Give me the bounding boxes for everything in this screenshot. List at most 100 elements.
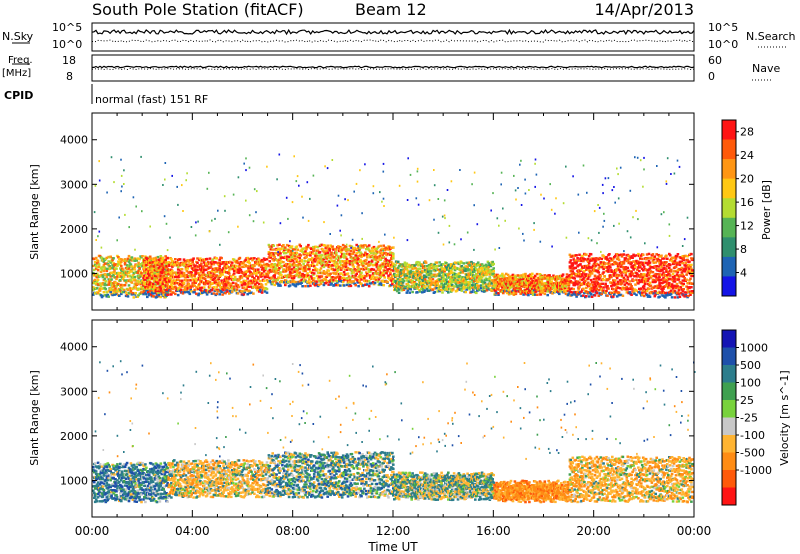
power-cell — [98, 254, 102, 258]
power-cell — [298, 271, 302, 274]
power-cell — [552, 286, 555, 290]
power-cell — [118, 274, 121, 277]
power-cell — [144, 276, 147, 279]
power-cell — [250, 272, 253, 276]
power-cell — [109, 255, 112, 258]
power-cell — [600, 257, 603, 261]
power-cell — [115, 291, 118, 294]
power-cell — [210, 289, 214, 292]
power-cell — [130, 256, 134, 259]
beam-label: Beam 12 — [355, 0, 427, 19]
power-cell — [94, 267, 98, 270]
power-cell — [172, 287, 175, 291]
power-cell — [311, 281, 314, 284]
power-cell — [139, 283, 142, 286]
power-cell — [270, 263, 274, 266]
power-cell — [292, 261, 296, 264]
power-cell — [108, 288, 111, 292]
power-cell — [451, 288, 455, 291]
power-cell — [274, 280, 277, 283]
power-cell — [117, 282, 120, 286]
power-cell — [609, 266, 612, 269]
power-cell — [433, 290, 437, 294]
power-cell — [94, 256, 98, 260]
power-cell — [146, 295, 149, 299]
power-cell — [599, 275, 603, 278]
power-cell — [107, 290, 110, 293]
power-cell — [202, 266, 205, 270]
power-cell — [311, 271, 314, 275]
power-cell — [381, 271, 384, 275]
power-cell — [288, 263, 292, 266]
power-cell — [355, 272, 358, 276]
power-cell — [116, 264, 119, 267]
power-cell — [218, 290, 221, 293]
power-cell — [376, 260, 380, 263]
power-cell — [123, 258, 127, 261]
power-cell — [589, 278, 593, 282]
power-cell — [148, 267, 152, 270]
power-cell — [244, 283, 247, 286]
power-cell — [105, 256, 109, 260]
power-cell — [222, 267, 225, 270]
power-cell — [445, 278, 448, 281]
power-cell — [294, 285, 298, 288]
power-cell — [269, 256, 273, 259]
power-cell — [178, 282, 182, 286]
power-cell — [92, 293, 95, 296]
power-cell — [93, 268, 96, 272]
power-cell — [310, 275, 313, 278]
power-cell — [166, 262, 169, 265]
power-cell — [331, 245, 334, 248]
power-cell — [281, 256, 284, 259]
power-cell — [154, 264, 158, 267]
power-cell — [246, 293, 249, 296]
power-cell — [109, 275, 112, 278]
power-cell — [308, 267, 311, 271]
power-cell — [286, 280, 290, 284]
power-cell — [296, 248, 300, 251]
power-cell — [151, 258, 155, 262]
power-cell — [247, 285, 250, 288]
power-cell — [143, 288, 146, 291]
power-cell — [586, 277, 590, 280]
power-cell — [148, 286, 152, 289]
power-cell — [295, 273, 299, 276]
power-cell — [296, 264, 300, 267]
power-cell — [291, 275, 295, 278]
power-cell — [177, 275, 181, 279]
power-cell — [95, 275, 99, 279]
power-cell — [264, 275, 268, 278]
power-cell — [230, 282, 233, 285]
power-cell — [195, 280, 198, 283]
power-cell — [300, 281, 303, 284]
power-cell — [284, 251, 288, 255]
power-cell — [205, 293, 209, 296]
power-cell — [126, 295, 130, 298]
power-cell — [166, 271, 169, 275]
date-label: 14/Apr/2013 — [594, 0, 694, 19]
power-cell — [156, 292, 160, 295]
power-cell — [311, 256, 314, 260]
power-cell — [166, 256, 169, 260]
power-cell — [146, 276, 149, 280]
power-cell — [582, 287, 585, 290]
power-cell — [416, 291, 419, 294]
power-cell — [282, 250, 285, 254]
power-cell — [616, 256, 620, 259]
power-cell — [209, 265, 213, 268]
power-cell — [139, 275, 142, 278]
power-cell — [164, 258, 167, 261]
power-cell — [405, 291, 409, 294]
power-cell — [352, 251, 356, 254]
power-cell — [175, 275, 179, 279]
power-cell — [604, 282, 607, 285]
power-cell — [305, 276, 308, 279]
power-cell — [105, 269, 109, 273]
power-cell — [574, 259, 577, 262]
power-cell — [215, 267, 219, 270]
power-cell — [205, 257, 209, 261]
power-cell — [292, 266, 296, 269]
power-cell — [240, 284, 244, 287]
power-cell — [195, 271, 198, 274]
